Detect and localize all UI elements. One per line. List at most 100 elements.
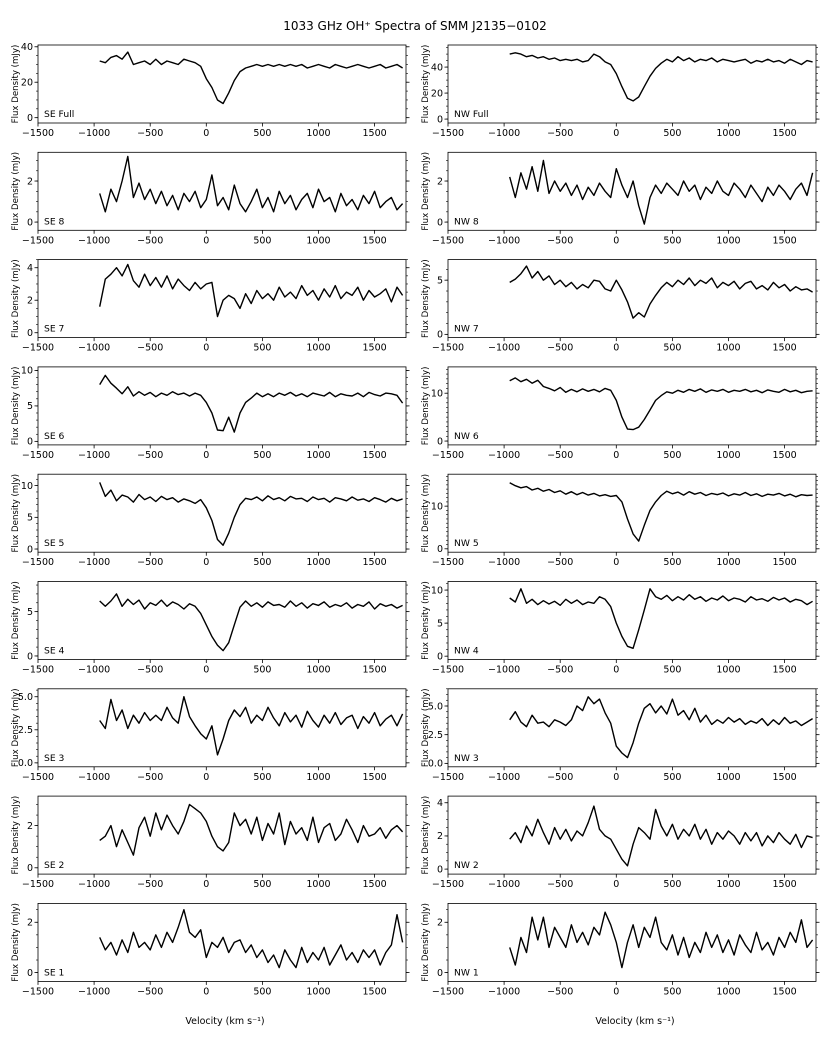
x-tick-label: −1000 [78, 879, 110, 890]
x-tick-label: −500 [547, 557, 573, 568]
y-axis-label: Flux Density (mJy) [11, 474, 21, 553]
x-tick-label: 1000 [716, 665, 740, 676]
x-tick-label: −1000 [488, 879, 520, 890]
y-axis-label: Flux Density (mJy) [11, 152, 21, 231]
y-tick-label: 5 [437, 618, 443, 629]
panel-label-se-1: SE 1 [44, 967, 64, 978]
x-tick-label: 0 [613, 986, 619, 997]
x-tick-label: 1500 [362, 772, 386, 783]
x-tick-label: 1000 [716, 128, 740, 139]
x-tick-label: 1000 [716, 235, 740, 246]
y-tick-label: 0 [27, 544, 33, 555]
x-tick-label: −1500 [432, 772, 464, 783]
series-line-se-7 [99, 263, 404, 318]
x-tick-label: −1000 [488, 343, 520, 354]
y-tick-label: 0 [437, 968, 443, 979]
x-tick-label: 1500 [362, 665, 386, 676]
series-line-nw-1 [509, 911, 814, 969]
x-tick-label: 500 [253, 235, 271, 246]
x-tick-label: −500 [547, 879, 573, 890]
panel-se-2: −1500 −1000 −500 0 500 1000 1500 0 2 Flux Density… [11, 795, 410, 890]
x-axis-label-right: Velocity (km s⁻¹) [595, 1016, 674, 1027]
x-tick-label: 1000 [306, 665, 330, 676]
x-tick-label: −1000 [488, 128, 520, 139]
series-line-nw-8 [509, 159, 814, 225]
x-axis-label-left: Velocity (km s⁻¹) [185, 1016, 264, 1027]
x-tick-label: −500 [137, 557, 163, 568]
y-tick-label: 20 [21, 78, 33, 89]
x-tick-label: 500 [253, 128, 271, 139]
x-tick-label: 1000 [306, 343, 330, 354]
y-tick-label: 0 [27, 113, 33, 124]
panel-label-nw-4: NW 4 [454, 646, 479, 657]
x-tick-label: 0 [203, 128, 209, 139]
x-tick-label: 0 [203, 772, 209, 783]
y-axis-label: Flux Density (mJy) [421, 367, 431, 446]
series-line-nw-3 [509, 696, 813, 759]
x-tick-label: 1000 [306, 235, 330, 246]
y-tick-label: 0.0 [428, 759, 443, 770]
series-line-nw-2 [509, 805, 813, 867]
y-tick-label: 2 [27, 296, 33, 307]
x-tick-label: −1500 [22, 772, 54, 783]
series-line-nw-6 [509, 377, 813, 431]
y-tick-label: 0 [27, 863, 33, 874]
y-tick-label: 0 [27, 328, 33, 339]
x-tick-label: 0 [203, 343, 209, 354]
x-tick-label: 500 [663, 343, 681, 354]
x-tick-label: 500 [253, 772, 271, 783]
axes-frame-nw-7 [447, 259, 817, 339]
x-tick-label: 0 [613, 879, 619, 890]
x-tick-label: 500 [663, 557, 681, 568]
x-tick-label: 1000 [306, 772, 330, 783]
x-tick-label: −1000 [488, 772, 520, 783]
x-tick-label: −1000 [78, 235, 110, 246]
x-tick-label: −500 [137, 128, 163, 139]
y-axis-label: Flux Density (mJy) [11, 259, 21, 338]
y-axis-label: Flux Density (mJy) [421, 796, 431, 875]
series-line-nw-5 [509, 482, 813, 542]
y-axis-label: Flux Density (mJy) [11, 581, 21, 660]
axes-frame-nw-4 [447, 581, 817, 660]
series-line-se-1 [99, 909, 404, 969]
x-tick-label: −1500 [22, 557, 54, 568]
panel-nw-7: −1500 −1000 −500 0 500 1000 1500 0 5 Flux Density… [421, 259, 820, 354]
x-tick-label: −1000 [78, 986, 110, 997]
x-tick-label: 0 [203, 879, 209, 890]
x-tick-label: 1000 [716, 986, 740, 997]
y-tick-label: 5.0 [18, 692, 33, 703]
panel-label-nw-6: NW 6 [454, 431, 479, 442]
y-tick-label: 0 [437, 114, 443, 125]
x-tick-label: 1000 [716, 879, 740, 890]
y-tick-label: 0 [27, 968, 33, 979]
x-tick-label: −500 [547, 343, 573, 354]
y-tick-label: 0 [27, 651, 33, 662]
y-axis-label: Flux Density (mJy) [421, 688, 431, 767]
x-tick-label: 0 [613, 557, 619, 568]
y-tick-label: 40 [431, 62, 443, 73]
x-tick-label: 0 [203, 450, 209, 461]
panel-label-nw-2: NW 2 [454, 860, 479, 871]
x-tick-label: 0 [613, 772, 619, 783]
x-tick-label: 1500 [772, 235, 796, 246]
y-axis-label: Flux Density (mJy) [421, 474, 431, 553]
x-tick-label: 500 [253, 986, 271, 997]
panel-label-nw-1: NW 1 [454, 967, 479, 978]
axes-frame-se-8 [37, 151, 407, 231]
x-tick-label: −1500 [432, 450, 464, 461]
x-tick-label: 500 [253, 343, 271, 354]
y-tick-label: 4 [437, 798, 443, 809]
x-tick-label: −1500 [22, 986, 54, 997]
x-tick-label: −1500 [22, 450, 54, 461]
x-tick-label: 500 [253, 665, 271, 676]
x-tick-label: 0 [203, 665, 209, 676]
x-tick-label: −1500 [432, 879, 464, 890]
x-tick-label: 1000 [306, 986, 330, 997]
x-tick-label: −1000 [78, 450, 110, 461]
